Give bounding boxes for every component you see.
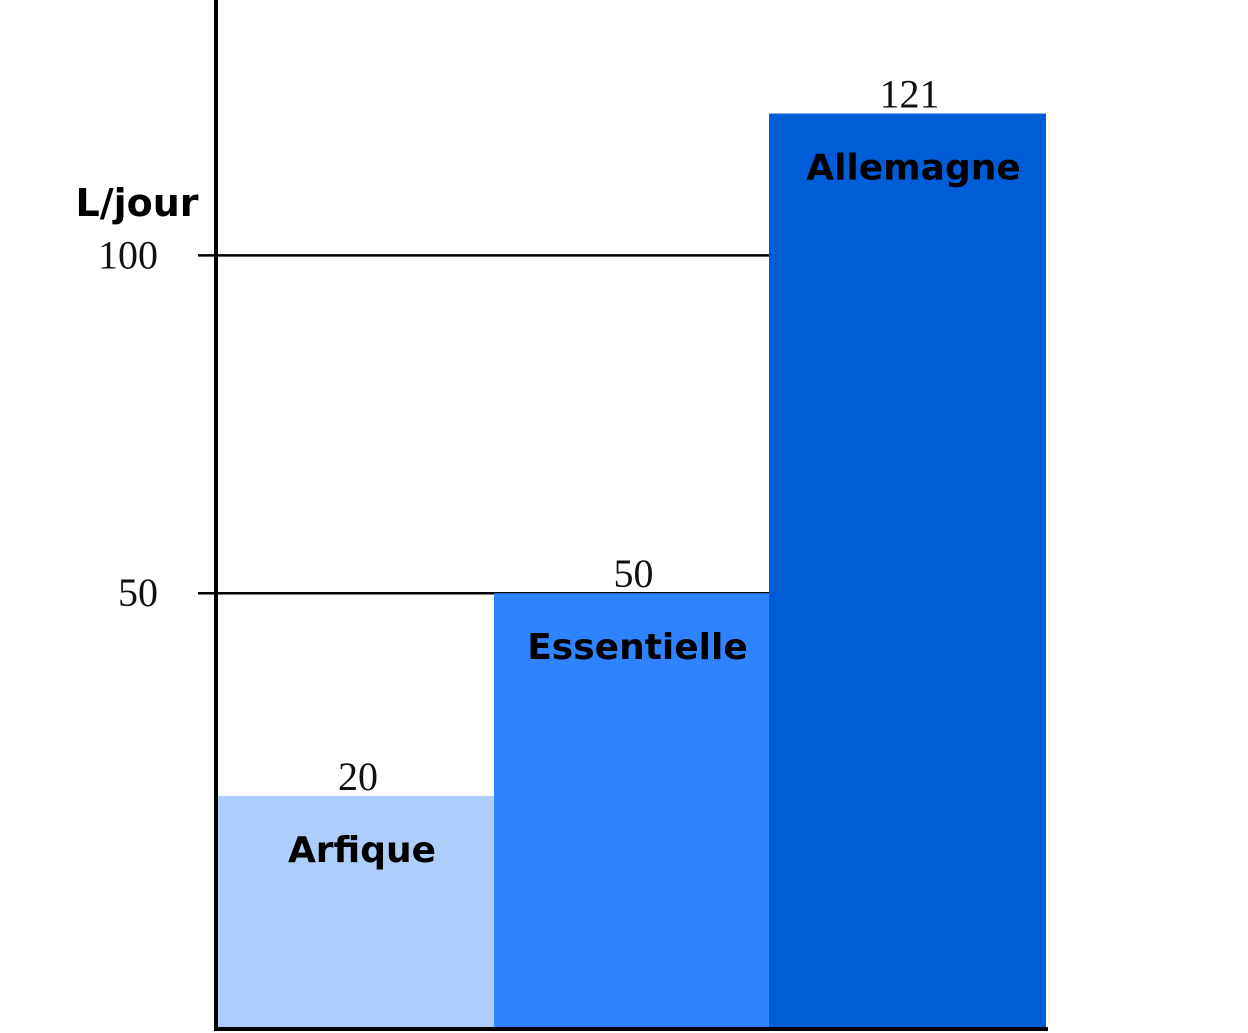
bar-essentielle	[494, 593, 769, 1029]
y-axis-label: L/jour	[75, 181, 198, 225]
category-label-allemagne: Allemagne	[806, 148, 1021, 189]
bars	[218, 113, 1046, 1029]
category-labels: Arfique Essentielle Allemagne	[288, 148, 1021, 871]
data-labels: 20 50 121	[338, 72, 940, 799]
bar-allemagne	[769, 113, 1046, 1029]
axes	[214, 0, 1048, 1031]
bar-arfique	[218, 795, 494, 1029]
category-label-arfique: Arfique	[288, 830, 436, 871]
data-label-essentielle: 50	[614, 551, 654, 596]
y-tick-labels: 50 100	[98, 232, 158, 615]
y-tick-label-50: 50	[118, 570, 158, 615]
data-label-allemagne: 121	[880, 72, 940, 117]
y-tick-label-100: 100	[98, 232, 158, 277]
category-label-essentielle: Essentielle	[527, 627, 748, 668]
data-label-arfique: 20	[338, 754, 378, 799]
